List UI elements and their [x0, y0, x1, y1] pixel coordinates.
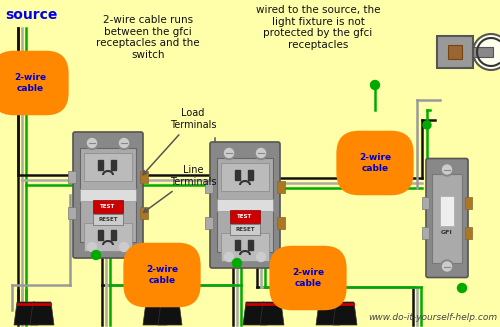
Bar — [235, 170, 240, 180]
Bar — [111, 230, 116, 240]
Circle shape — [256, 252, 266, 262]
Bar — [205, 181, 213, 193]
Circle shape — [423, 121, 431, 129]
Bar — [277, 217, 285, 229]
Text: 2-wire
cable: 2-wire cable — [146, 265, 178, 285]
Circle shape — [88, 139, 96, 147]
Circle shape — [92, 250, 100, 260]
Text: GFI: GFI — [441, 231, 453, 235]
Polygon shape — [30, 302, 54, 325]
Circle shape — [120, 243, 128, 251]
Bar — [68, 171, 76, 183]
Text: RESET: RESET — [236, 227, 255, 232]
Text: TEST: TEST — [100, 204, 116, 209]
Circle shape — [224, 148, 234, 158]
Polygon shape — [243, 302, 267, 325]
Bar — [98, 230, 103, 240]
Bar — [111, 160, 116, 170]
Text: Line
Terminals: Line Terminals — [144, 165, 216, 212]
Bar — [93, 200, 123, 213]
Circle shape — [442, 262, 452, 271]
Bar — [230, 224, 260, 235]
Bar — [440, 196, 454, 226]
Circle shape — [458, 284, 466, 292]
FancyBboxPatch shape — [73, 132, 143, 258]
Circle shape — [473, 34, 500, 70]
Bar — [140, 171, 148, 183]
Bar — [422, 227, 429, 239]
Circle shape — [440, 260, 454, 273]
Circle shape — [370, 80, 380, 90]
Bar — [465, 227, 472, 239]
Circle shape — [222, 250, 235, 264]
Text: source: source — [5, 8, 58, 22]
Bar — [221, 163, 269, 191]
Circle shape — [232, 259, 241, 267]
Circle shape — [442, 165, 452, 174]
Text: TEST: TEST — [238, 214, 252, 219]
Polygon shape — [333, 302, 357, 325]
Circle shape — [254, 146, 268, 160]
Bar — [140, 207, 148, 219]
Bar — [448, 45, 462, 59]
Bar — [93, 214, 123, 225]
Polygon shape — [158, 302, 182, 325]
Bar — [235, 240, 240, 250]
Text: wired to the source, the
light fixture is not
protected by the gfci
receptacles: wired to the source, the light fixture i… — [256, 5, 380, 50]
Bar — [437, 36, 473, 68]
Text: RESET: RESET — [98, 217, 118, 222]
Text: 2-wire
cable: 2-wire cable — [359, 153, 391, 173]
Bar — [84, 223, 132, 251]
Text: Load
Terminals: Load Terminals — [143, 108, 216, 175]
Circle shape — [88, 243, 96, 251]
Circle shape — [224, 252, 234, 262]
Circle shape — [118, 136, 130, 149]
Circle shape — [86, 240, 98, 253]
FancyBboxPatch shape — [426, 159, 468, 278]
Circle shape — [254, 250, 268, 264]
Bar — [248, 240, 253, 250]
Bar — [432, 174, 462, 263]
Bar — [422, 197, 429, 209]
Bar — [98, 160, 103, 170]
Circle shape — [222, 146, 235, 160]
Text: 2-wire
cable: 2-wire cable — [14, 73, 46, 93]
Circle shape — [440, 163, 454, 176]
FancyBboxPatch shape — [210, 142, 280, 268]
Bar — [217, 158, 273, 252]
Polygon shape — [316, 302, 340, 325]
Bar — [217, 199, 273, 211]
Bar — [205, 217, 213, 229]
Bar — [277, 181, 285, 193]
Polygon shape — [143, 302, 167, 325]
Circle shape — [86, 136, 98, 149]
Bar — [84, 153, 132, 181]
Bar — [248, 170, 253, 180]
Text: 2-wire
cable: 2-wire cable — [292, 268, 324, 288]
Circle shape — [256, 148, 266, 158]
Bar — [221, 233, 269, 261]
Bar — [80, 189, 136, 201]
Polygon shape — [260, 302, 284, 325]
Text: 2-wire cable runs
between the gfci
receptacles and the
switch: 2-wire cable runs between the gfci recep… — [96, 15, 200, 60]
Text: www.do-it-yourself-help.com: www.do-it-yourself-help.com — [368, 313, 497, 322]
Circle shape — [118, 240, 130, 253]
Bar — [465, 197, 472, 209]
Bar — [68, 207, 76, 219]
Bar — [473, 47, 493, 57]
Bar — [80, 148, 136, 242]
Circle shape — [120, 139, 128, 147]
Bar — [230, 210, 260, 223]
Polygon shape — [14, 302, 38, 325]
